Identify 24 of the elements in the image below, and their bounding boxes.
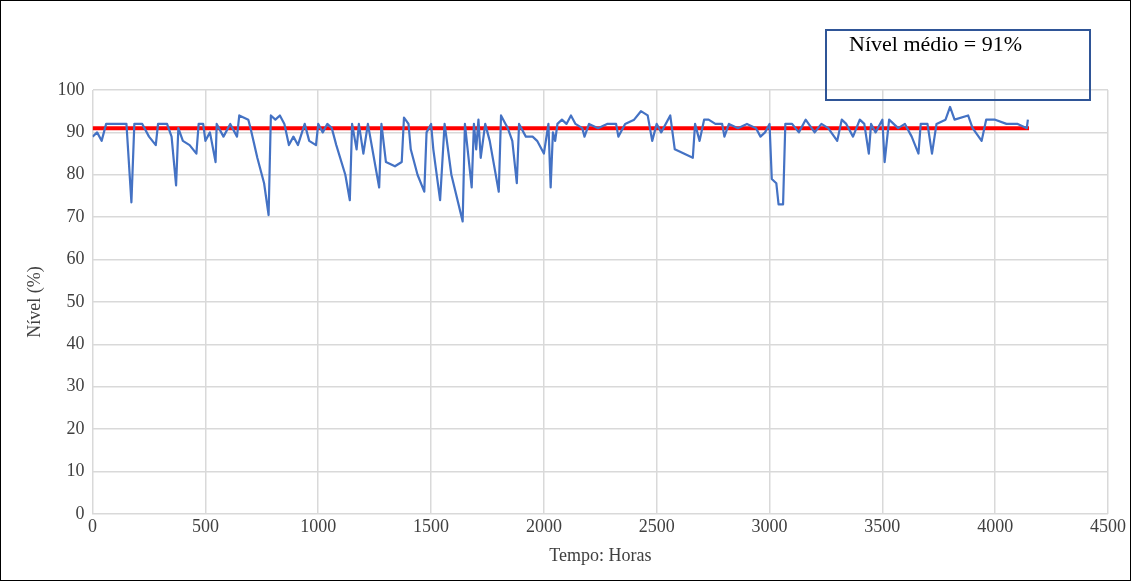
y-tick-label: 70: [66, 205, 85, 226]
x-tick-label: 2500: [638, 516, 675, 537]
y-tick-label: 10: [66, 460, 85, 481]
y-tick-label: 60: [66, 248, 85, 269]
x-tick-label: 0: [88, 516, 98, 537]
x-axis-title: Tempo: Horas: [549, 544, 652, 565]
x-tick-label: 1500: [413, 516, 450, 537]
text: Nível médio = 91%: [825, 29, 1091, 101]
y-tick-label: 100: [57, 78, 85, 99]
x-tick-label: 500: [191, 516, 219, 537]
y-tick-label: 50: [66, 290, 85, 311]
x-tick-label: 2000: [525, 516, 562, 537]
x-tick-label: 3000: [751, 516, 788, 537]
y-axis-title: Nível (%): [23, 266, 45, 338]
y-tick-label: 80: [66, 163, 85, 184]
x-tick-label: 4000: [977, 516, 1014, 537]
y-tick-label: 0: [75, 502, 85, 523]
x-tick-label: 3500: [864, 516, 901, 537]
y-tick-label: 30: [66, 375, 85, 396]
y-tick-label: 40: [66, 333, 85, 354]
x-tick-label: 1000: [300, 516, 337, 537]
y-tick-label: 20: [66, 417, 85, 438]
y-tick-label: 90: [66, 121, 85, 142]
x-tick-label: 4500: [1090, 516, 1126, 537]
